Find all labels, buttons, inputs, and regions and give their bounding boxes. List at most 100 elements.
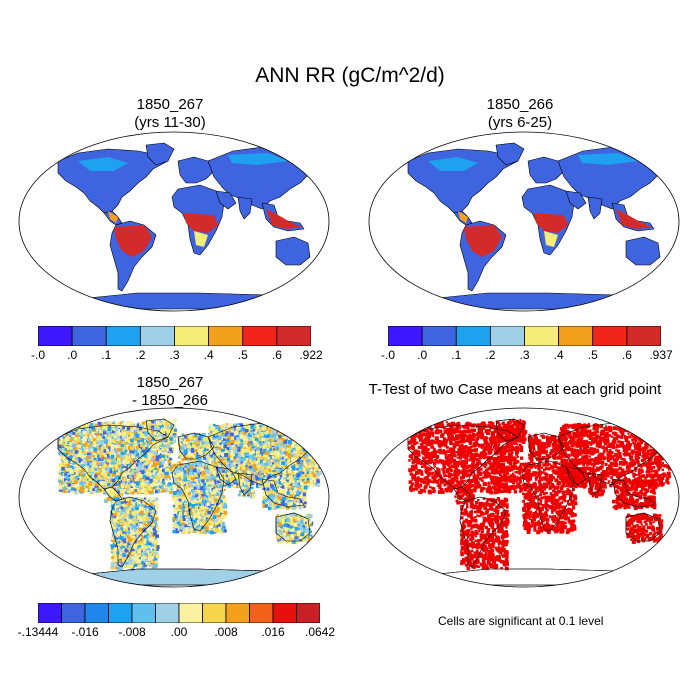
grid-cell [142,548,146,551]
grid-cell [120,527,123,530]
grid-cell [127,434,131,437]
grid-cell [116,457,121,462]
southAmerica-cells [110,497,160,571]
grid-cell [142,531,145,534]
grid-cell [67,446,71,450]
grid-cell [140,506,144,509]
grid-cell [147,522,150,526]
grid-cell [124,467,128,471]
grid-cell [167,459,172,463]
grid-cell [92,484,95,487]
grid-cell [114,487,117,490]
grid-cell [147,547,151,551]
grid-cell [146,453,149,457]
grid-cell [62,458,65,461]
grid-cell [68,424,72,429]
grid-cell [58,425,62,430]
grid-cell [160,444,163,447]
grid-cell [80,486,83,489]
panel3-title-line1: 1850_267 [136,374,204,391]
grid-cell [86,455,89,459]
grid-cell [88,465,92,468]
grid-cell [161,464,164,468]
grid-cell [136,439,140,443]
grid-cell [146,541,150,546]
panel1-map [18,131,330,312]
grid-cell [96,443,100,447]
grid-cell [129,505,133,508]
grid-cell [71,490,75,494]
grid-cell [153,466,157,470]
grid-cell [192,446,197,451]
grid-cell [58,432,62,436]
grid-cell [69,427,72,430]
grid-cell [78,422,82,425]
grid-cell [99,476,103,480]
grid-cell [123,543,126,546]
grid-cell [153,459,157,463]
grid-cell [59,432,63,436]
grid-cell [138,557,141,560]
grid-cell [114,547,119,552]
grid-cell [152,537,155,540]
grid-cell [104,467,108,471]
grid-cell [148,444,152,448]
grid-cell [142,555,146,559]
grid-cell [196,441,200,445]
grid-cell [205,495,208,498]
grid-cell [122,553,126,557]
grid-cell [138,435,142,439]
grid-cell [62,482,65,486]
grid-cell [143,497,147,500]
grid-cell [127,499,131,504]
grid-cell [151,438,155,443]
grid-cell [154,521,157,525]
grid-cell [142,528,146,532]
grid-cell [120,445,124,450]
grid-cell [210,506,214,509]
grid-cell [133,446,136,449]
grid-cell [119,492,124,497]
grid-cell [103,449,108,453]
grid-cell [161,458,165,462]
grid-cell [129,533,132,537]
grid-cell [145,562,149,565]
grid-cell [137,489,141,492]
grid-cell [63,436,68,441]
grid-cell [137,514,141,518]
grid-cell [196,456,201,461]
grid-cell [132,551,136,555]
grid-cell [146,550,149,553]
grid-cell [142,515,147,519]
grid-cell [161,454,166,458]
grid-cell [67,441,71,444]
grid-cell [134,437,138,441]
grid-cell [184,446,187,449]
grid-cell [194,453,197,456]
grid-cell [111,532,115,535]
grid-cell [111,551,114,554]
grid-cell [62,429,66,433]
grid-cell [170,464,174,469]
grid-cell [136,459,140,463]
grid-cell [74,477,78,481]
grid-cell [131,554,135,558]
grid-cell [98,490,101,493]
grid-cell [140,451,144,455]
grid-cell [96,425,101,429]
grid-cell [151,521,156,525]
grid-cell [80,488,85,493]
grid-cell [145,485,148,488]
grid-cell [150,434,154,438]
grid-cell [205,438,209,443]
grid-cell [119,542,123,546]
grid-cell [64,428,67,431]
grid-cell [167,439,171,443]
grid-cell [143,478,146,481]
grid-cell [159,433,164,438]
grid-cell [145,476,150,481]
grid-cell [117,540,121,544]
grid-cell [82,430,87,435]
grid-cell [139,481,143,486]
grid-cell [128,430,132,435]
